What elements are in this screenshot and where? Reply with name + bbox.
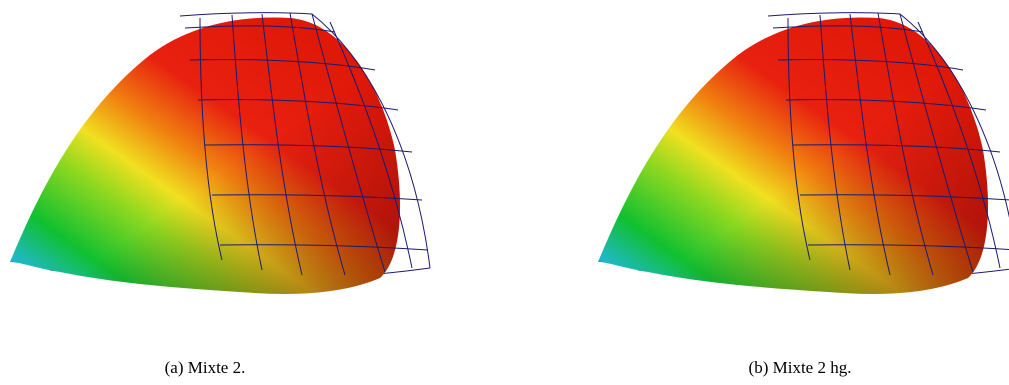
surface-plot-b <box>597 12 1009 295</box>
caption: (a) Mixte 2. <box>165 358 246 377</box>
surface-plot-a <box>9 12 431 295</box>
caption: (b) Mixte 2 hg. <box>749 358 852 377</box>
